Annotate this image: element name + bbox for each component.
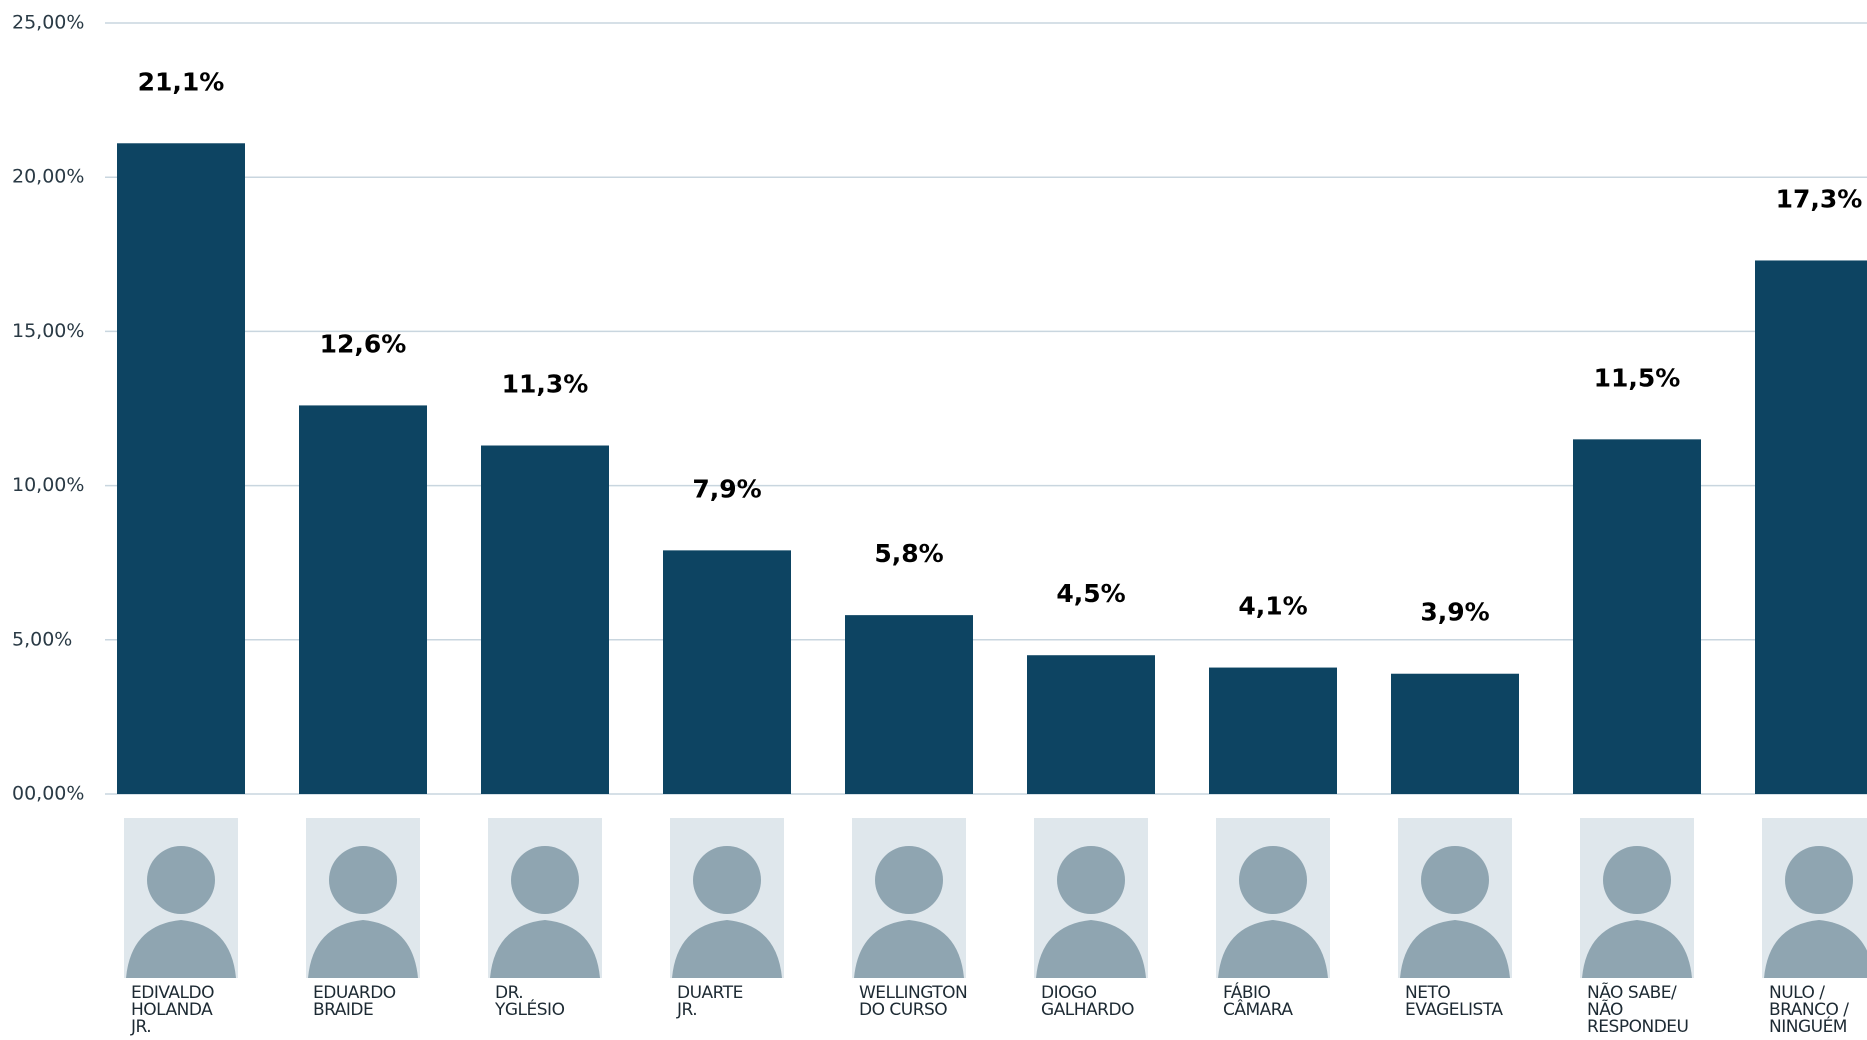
portrait (124, 818, 238, 978)
bar (1391, 674, 1519, 794)
portrait-head (1785, 846, 1853, 914)
portrait (306, 818, 420, 978)
portrait-head (511, 846, 579, 914)
y-tick-label: 20,00% (12, 166, 84, 188)
value-label: 7,9% (692, 474, 761, 503)
portrait (1034, 818, 1148, 978)
value-label: 5,8% (874, 539, 943, 568)
y-tick-label: 00,00% (12, 783, 84, 805)
portrait (670, 818, 784, 978)
x-tick-label: EDIVALDO HOLANDA JR. (131, 985, 214, 1036)
portrait (1580, 818, 1694, 978)
x-tick-label: DIOGO GALHARDO (1041, 985, 1134, 1019)
bar (117, 143, 245, 794)
chart: 00,00% 5,00% 10,00% 15,00% 20,00% 25,00% 21,1%… (0, 0, 1867, 1040)
portrait-head (1057, 846, 1125, 914)
bar (481, 446, 609, 794)
portrait-head (329, 846, 397, 914)
portrait-head (1421, 846, 1489, 914)
y-tick-label: 25,00% (12, 12, 84, 34)
x-tick-label: FÁBIO CÂMARA (1223, 985, 1293, 1019)
x-tick-label: EDUARDO BRAIDE (313, 985, 396, 1019)
chart-page: 00,00% 5,00% 10,00% 15,00% 20,00% 25,00% 21,1%… (0, 0, 1867, 1040)
value-label: 17,3% (1776, 184, 1863, 213)
value-label: 12,6% (320, 329, 407, 358)
x-tick-label: NULO / BRANCO / NINGUÉM (1769, 985, 1849, 1036)
y-tick-label: 5,00% (12, 628, 72, 650)
portrait-head (1239, 846, 1307, 914)
x-tick-label: NÃO SABE/ NÃO RESPONDEU (1587, 985, 1688, 1036)
bar (663, 550, 791, 794)
x-tick-label: WELLINGTON DO CURSO (859, 985, 967, 1019)
portrait (1398, 818, 1512, 978)
portrait (852, 818, 966, 978)
y-tick-label: 15,00% (12, 320, 84, 342)
value-label: 21,1% (138, 67, 225, 96)
portrait (1762, 818, 1867, 978)
bar (845, 615, 973, 794)
portrait-head (875, 846, 943, 914)
portrait-head (147, 846, 215, 914)
value-label: 3,9% (1420, 598, 1489, 627)
bar (1573, 439, 1701, 794)
portrait (1216, 818, 1330, 978)
value-label: 4,1% (1238, 592, 1307, 621)
portrait-head (693, 846, 761, 914)
portrait (488, 818, 602, 978)
y-tick-label: 10,00% (12, 474, 84, 496)
x-tick-label: DUARTE JR. (677, 985, 743, 1019)
value-label: 11,5% (1594, 363, 1681, 392)
value-label: 4,5% (1056, 579, 1125, 608)
bar (299, 405, 427, 794)
x-tick-label: NETO EVAGELISTA (1405, 985, 1503, 1019)
bar (1027, 655, 1155, 794)
bar (1755, 260, 1867, 794)
portrait-head (1603, 846, 1671, 914)
x-tick-label: DR. YGLÉSIO (495, 985, 564, 1019)
bar (1209, 668, 1337, 794)
value-label: 11,3% (502, 370, 589, 399)
